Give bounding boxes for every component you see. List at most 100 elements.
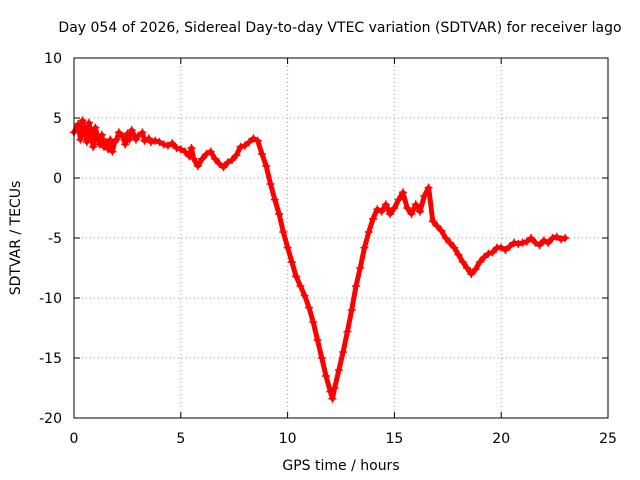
data-point-marker (454, 250, 463, 259)
data-point-marker (433, 222, 442, 230)
data-point-marker (328, 394, 337, 403)
data-series (70, 116, 570, 403)
data-point-marker (215, 159, 224, 168)
data-point-marker (390, 204, 399, 212)
data-point-marker (202, 150, 211, 158)
x-axis-label: GPS time / hours (282, 458, 399, 474)
data-point-marker (475, 258, 484, 266)
gridlines (74, 58, 608, 418)
x-tick-label: 0 (70, 431, 79, 447)
data-point-marker (463, 264, 472, 272)
data-point-marker (292, 272, 301, 281)
data-point-marker (240, 141, 249, 150)
data-point-marker (91, 123, 100, 132)
data-point-marker (343, 327, 352, 336)
data-point-marker (97, 130, 106, 139)
data-point-marker (313, 336, 322, 344)
data-point-marker (296, 282, 305, 290)
data-point-marker (424, 183, 433, 192)
x-tick-label: 15 (385, 431, 403, 447)
data-point-marker (522, 237, 531, 246)
axis-ticks: 0 5 10 15 20 25 -20 -15 -10 -5 0 5 10 (39, 51, 617, 447)
data-point-marker (445, 238, 454, 247)
data-point-marker (114, 128, 123, 137)
data-point-marker (155, 138, 164, 146)
data-point-marker (386, 210, 395, 218)
data-point-marker (134, 132, 143, 140)
data-point-marker (334, 366, 343, 374)
data-point-marker (82, 138, 91, 146)
data-point-marker (78, 116, 87, 125)
data-point-marker (539, 236, 548, 245)
y-axis-label: SDTVAR / TECUs (8, 181, 24, 296)
data-point-marker (198, 154, 207, 163)
x-tick-label: 20 (492, 431, 510, 447)
data-point-marker (253, 136, 262, 145)
y-tick-label: 5 (53, 111, 62, 127)
data-point-marker (531, 238, 540, 247)
data-point-marker (381, 200, 390, 209)
data-point-marker (428, 217, 437, 226)
data-point-marker (484, 249, 493, 258)
data-point-marker (518, 238, 527, 247)
data-point-marker (416, 207, 425, 216)
data-point-marker (369, 214, 378, 223)
series-trace (71, 117, 568, 402)
data-point-marker (84, 118, 93, 127)
data-point-marker (535, 241, 544, 250)
data-point-marker (373, 205, 382, 214)
data-point-marker (351, 282, 360, 290)
data-point-marker (87, 130, 96, 139)
data-point-marker (89, 142, 98, 151)
data-point-marker (287, 258, 296, 266)
data-point-marker (561, 234, 570, 242)
data-point-marker (249, 134, 258, 143)
data-point-marker (437, 226, 446, 235)
data-point-marker (262, 162, 271, 170)
data-point-marker (74, 120, 83, 128)
data-point-marker (330, 384, 339, 392)
data-point-marker (193, 162, 202, 170)
data-point-marker (76, 135, 85, 144)
data-point-marker (407, 210, 416, 218)
data-point-marker (309, 318, 318, 326)
data-point-marker (317, 354, 326, 362)
data-point-marker (108, 147, 117, 156)
data-point-marker (557, 235, 566, 244)
data-point-marker (123, 129, 132, 138)
x-tick-label: 10 (279, 431, 297, 447)
data-point-marker (548, 234, 557, 242)
data-point-marker (151, 136, 160, 145)
data-point-marker (360, 243, 369, 252)
data-point-marker (411, 200, 420, 209)
data-point-marker (339, 348, 348, 356)
data-point-marker (119, 133, 128, 142)
data-point-marker (458, 258, 467, 266)
data-point-marker (102, 138, 111, 146)
data-point-marker (189, 154, 198, 163)
data-point-marker (181, 147, 190, 156)
data-point-marker (257, 150, 266, 158)
data-point-marker (347, 306, 356, 314)
data-point-marker (210, 154, 219, 163)
data-point-marker (223, 158, 232, 167)
data-point-marker (185, 152, 194, 161)
data-point-marker (219, 163, 228, 172)
data-point-marker (187, 144, 196, 152)
data-point-marker (377, 207, 386, 216)
chart-title: Day 054 of 2026, Sidereal Day-to-day VTE… (58, 20, 621, 36)
data-point-marker (300, 291, 309, 300)
data-point-marker (270, 195, 279, 204)
data-point-marker (176, 145, 185, 154)
data-point-marker (322, 372, 331, 380)
x-tick-label: 25 (599, 431, 617, 447)
data-point-marker (99, 142, 108, 151)
y-tick-label: -15 (39, 351, 62, 367)
data-point-marker (129, 130, 138, 139)
data-point-marker (544, 238, 553, 247)
data-point-marker (488, 248, 497, 257)
data-point-marker (236, 142, 245, 151)
data-point-marker (480, 253, 489, 262)
data-point-marker (121, 140, 130, 149)
